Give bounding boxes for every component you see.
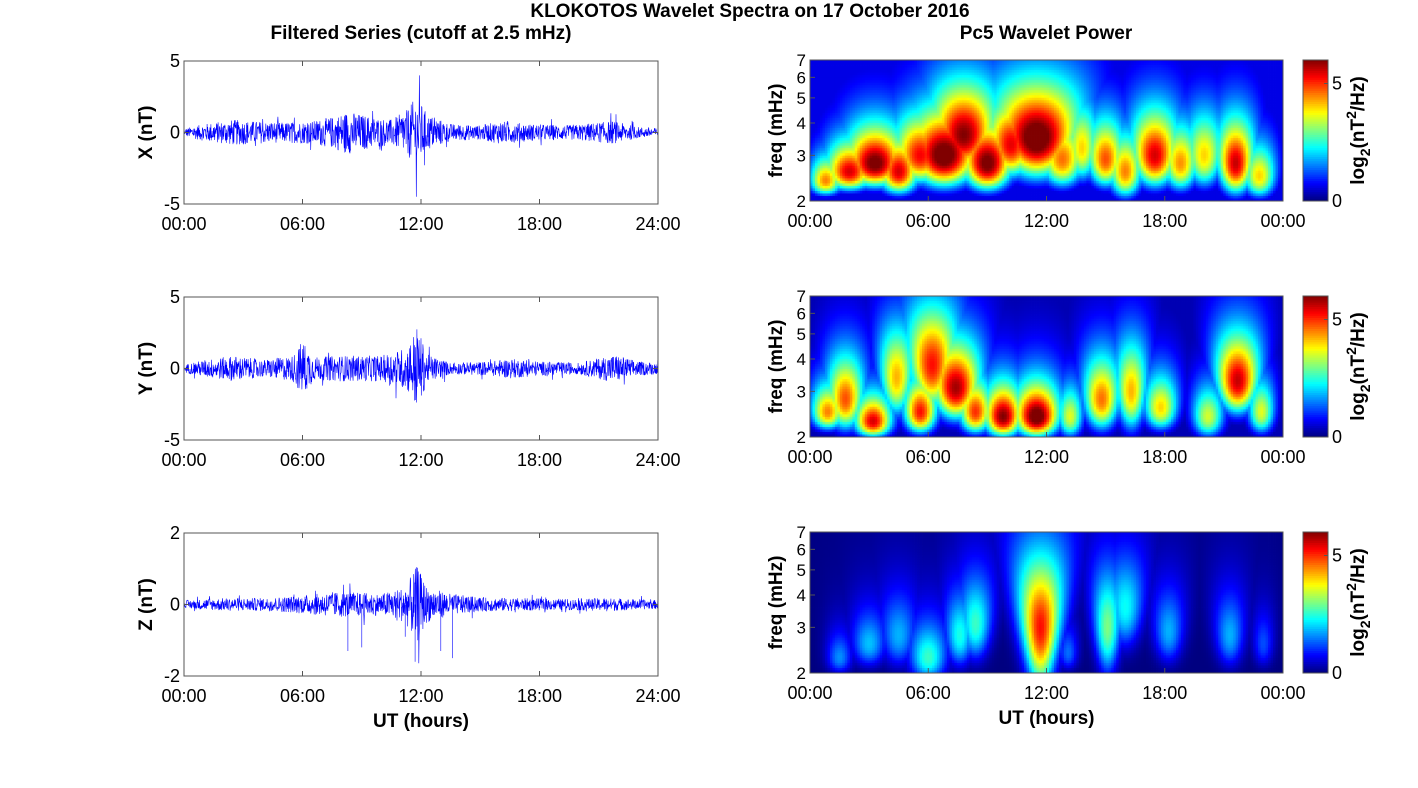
y-tick-label: -2 xyxy=(164,666,180,686)
x-tick-label: 18:00 xyxy=(1142,211,1187,231)
x-tick-label: 06:00 xyxy=(280,450,325,470)
series-line-y xyxy=(184,329,658,402)
y-tick-label: 7 xyxy=(797,287,806,306)
x-tick-label: 00:00 xyxy=(1260,211,1305,231)
x-tick-label: 00:00 xyxy=(161,686,206,706)
figure-title: KLOKOTOS Wavelet Spectra on 17 October 2… xyxy=(530,1,969,22)
colorbar-tick-label: 0 xyxy=(1332,191,1342,211)
x-tick-label: 00:00 xyxy=(787,211,832,231)
y-tick-label: 0 xyxy=(170,359,180,379)
x-tick-label: 06:00 xyxy=(280,686,325,706)
x-tick-label: 12:00 xyxy=(398,686,443,706)
x-tick-label: 18:00 xyxy=(517,214,562,234)
y-tick-label: 2 xyxy=(797,192,806,211)
y-tick-label: 4 xyxy=(797,350,806,369)
colorbar-tick-label: 0 xyxy=(1332,427,1342,447)
timeseries-panel-y: -5 0 5 00:00 06:00 12:00 18:00 24:00 Y (nT) xyxy=(136,287,681,470)
wavelet-panel-y: 2 3 4 5 67 00:00 06:00 12:00 18:00 00:00 freq (mHz… xyxy=(766,287,1373,467)
colorbar-tick-label: 5 xyxy=(1332,310,1342,330)
x-tick-label: 06:00 xyxy=(906,211,951,231)
timeseries-panel-z: -2 0 2 00:00 06:00 12:00 18:00 24:00 Z (nT) UT (h… xyxy=(136,523,681,732)
x-tick-label: 12:00 xyxy=(1024,447,1069,467)
y-tick-label: 2 xyxy=(797,664,806,683)
x-tick-label: 00:00 xyxy=(1260,447,1305,467)
y-tick-label: 5 xyxy=(797,89,806,108)
colorbar-tick-label: 0 xyxy=(1332,663,1342,683)
x-tick-label: 24:00 xyxy=(635,214,680,234)
x-tick-label: 24:00 xyxy=(635,686,680,706)
y-tick-label: 5 xyxy=(797,325,806,344)
y-tick-label: 2 xyxy=(170,523,180,543)
y-tick-label: 0 xyxy=(170,595,180,615)
colorbar-label: log2(nT2/Hz) xyxy=(1343,76,1373,184)
y-axis-label: X (nT) xyxy=(136,106,157,160)
heatmap-cells xyxy=(810,296,1283,437)
y-tick-label: 3 xyxy=(797,618,806,637)
y-tick-label: 6 xyxy=(797,304,806,323)
left-column-title: Filtered Series (cutoff at 2.5 mHz) xyxy=(271,23,572,44)
x-tick-label: 12:00 xyxy=(398,450,443,470)
colorbar-tick-label: 5 xyxy=(1332,74,1342,94)
x-tick-label: 00:00 xyxy=(787,683,832,703)
series-line-x xyxy=(184,75,658,196)
y-tick-label: 7 xyxy=(797,523,806,542)
x-tick-label: 12:00 xyxy=(1024,683,1069,703)
colorbar-label: log2(nT2/Hz) xyxy=(1343,548,1373,656)
y-axis-label: freq (mHz) xyxy=(766,84,787,178)
y-tick-label: 3 xyxy=(797,146,806,165)
y-tick-label: 2 xyxy=(797,428,806,447)
heatmap-cells xyxy=(810,532,1283,673)
colorbar-label: log2(nT2/Hz) xyxy=(1343,312,1373,420)
timeseries-panel-x: -5 0 5 00:00 06:00 12:00 18:00 24:00 X (nT) xyxy=(136,51,681,234)
x-tick-label: 06:00 xyxy=(906,447,951,467)
y-tick-label: 5 xyxy=(797,561,806,580)
wavelet-panel-x: 2 3 4 5 67 00:00 06:00 12:00 18:00 00:00 freq (mHz… xyxy=(766,51,1373,231)
x-tick-label: 18:00 xyxy=(1142,683,1187,703)
right-column-title: Pc5 Wavelet Power xyxy=(960,23,1133,44)
x-tick-label: 18:00 xyxy=(1142,447,1187,467)
x-tick-label: 00:00 xyxy=(1260,683,1305,703)
y-axis-label: freq (mHz) xyxy=(766,556,787,650)
y-axis-label: Z (nT) xyxy=(136,578,157,631)
x-axis-label: UT (hours) xyxy=(373,711,469,732)
x-tick-label: 18:00 xyxy=(517,686,562,706)
y-tick-label: 4 xyxy=(797,114,806,133)
series-line-z xyxy=(184,567,658,663)
wavelet-panel-z: 2 3 4 5 67 00:00 06:00 12:00 18:00 00:00 freq (mHz… xyxy=(766,523,1373,729)
x-tick-label: 00:00 xyxy=(161,450,206,470)
y-tick-label: 5 xyxy=(170,51,180,71)
y-axis-label: freq (mHz) xyxy=(766,320,787,414)
heatmap-cells xyxy=(810,60,1283,201)
y-tick-label: 0 xyxy=(170,123,180,143)
y-tick-label: 7 xyxy=(797,51,806,70)
x-tick-label: 06:00 xyxy=(280,214,325,234)
y-tick-label: -5 xyxy=(164,430,180,450)
y-tick-label: -5 xyxy=(164,194,180,214)
x-tick-label: 00:00 xyxy=(161,214,206,234)
x-axis-label: UT (hours) xyxy=(998,708,1094,729)
y-tick-label: 6 xyxy=(797,68,806,87)
x-tick-label: 12:00 xyxy=(398,214,443,234)
x-tick-label: 12:00 xyxy=(1024,211,1069,231)
colorbar-tick-label: 5 xyxy=(1332,546,1342,566)
y-tick-label: 6 xyxy=(797,540,806,559)
y-axis-label: Y (nT) xyxy=(136,342,157,395)
x-tick-label: 06:00 xyxy=(906,683,951,703)
x-tick-label: 24:00 xyxy=(635,450,680,470)
x-tick-label: 00:00 xyxy=(787,447,832,467)
y-tick-label: 5 xyxy=(170,287,180,307)
y-tick-label: 4 xyxy=(797,586,806,605)
y-tick-label: 3 xyxy=(797,382,806,401)
x-tick-label: 18:00 xyxy=(517,450,562,470)
